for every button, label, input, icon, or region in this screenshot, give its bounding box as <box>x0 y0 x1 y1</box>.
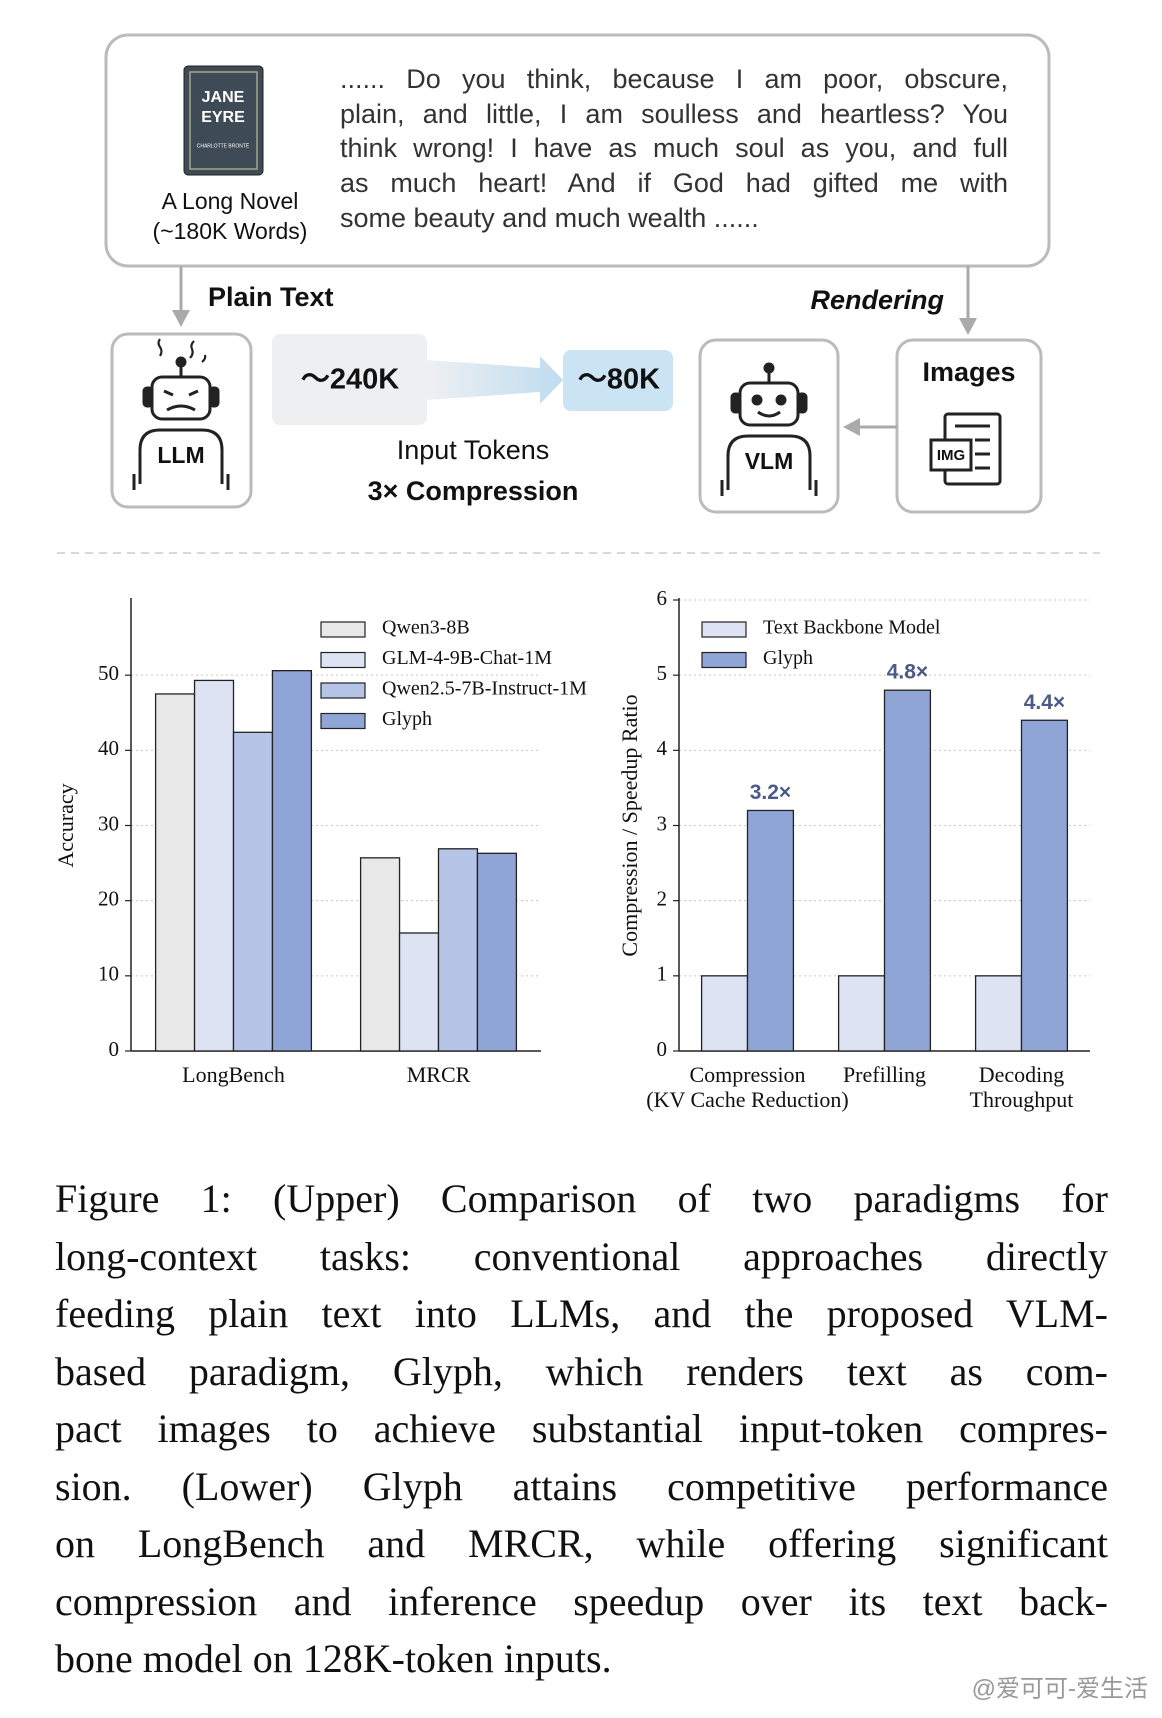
y-tick-label: 10 <box>98 962 119 986</box>
y-tick-label: 1 <box>657 962 668 986</box>
images-label: Images <box>922 357 1015 387</box>
x-tick-label: Decoding <box>979 1062 1065 1087</box>
y-tick-label: 50 <box>98 661 119 685</box>
img-label: IMG <box>937 447 965 464</box>
tokens-in: ～240K <box>301 364 399 396</box>
bar <box>837 975 886 1052</box>
plain-text-label: Plain Text <box>208 282 334 312</box>
bar <box>271 670 313 1052</box>
bar <box>746 809 795 1052</box>
legend-label: GLM-4-9B-Chat-1M <box>382 647 552 669</box>
legend-label: Qwen2.5-7B-Instruct-1M <box>382 678 587 700</box>
novel-label: A Long Novel <box>162 188 299 214</box>
excerpt-line: as much heart! And if God had gifted me … <box>340 168 1008 199</box>
x-tick-label: MRCR <box>407 1062 471 1087</box>
legend-swatch <box>320 621 366 638</box>
legend-label: Text Backbone Model <box>763 617 941 639</box>
caption-line: based paradigm, Glyph, which renders tex… <box>55 1348 1108 1394</box>
legend-swatch <box>320 712 366 730</box>
bar <box>1020 719 1069 1052</box>
caption-line: Figure 1: (Upper) Comparison of two para… <box>55 1176 1108 1221</box>
y-tick-label: 3 <box>657 811 668 835</box>
y-tick-label: 40 <box>98 736 119 760</box>
book-title: JANE <box>202 89 245 106</box>
caption-line: feeding plain text into LLMs, and the pr… <box>55 1291 1108 1336</box>
y-tick-label: 6 <box>657 586 668 610</box>
book-title: EYRE <box>201 109 245 126</box>
x-tick-label: LongBench <box>182 1062 285 1087</box>
bar <box>359 857 401 1052</box>
llm-robot <box>132 338 230 490</box>
value-label: 4.4× <box>1024 691 1065 714</box>
book-frame <box>189 71 258 170</box>
legend-swatch <box>320 651 366 669</box>
legend-label: Qwen3-8B <box>382 617 470 639</box>
tokens-out: ～80K <box>578 364 660 396</box>
caption-line: bone model on 128K-token inputs. <box>55 1636 612 1681</box>
y-tick-label: 0 <box>109 1037 120 1061</box>
vlm-robot <box>720 362 818 496</box>
bar <box>883 689 932 1052</box>
bar <box>700 975 749 1052</box>
y-axis-label: Accuracy <box>53 783 78 867</box>
excerpt-line: plain, and little, I am soulless and hea… <box>340 98 1008 129</box>
legend-swatch <box>320 682 366 699</box>
bar <box>437 848 479 1052</box>
input-tokens-label: Input Tokens <box>397 435 550 465</box>
x-tick-label: Compression <box>689 1062 805 1087</box>
y-tick-label: 2 <box>657 886 668 910</box>
book-cover <box>183 65 264 176</box>
arrow-head <box>843 418 860 436</box>
bar <box>476 852 518 1052</box>
text-box <box>104 33 1051 268</box>
x-tick-label: Prefilling <box>843 1062 926 1087</box>
arrow-head <box>959 318 977 335</box>
caption-line: compression and inference speedup over i… <box>55 1578 1108 1624</box>
caption-line: on LongBench and MRCR, while offering si… <box>55 1521 1108 1566</box>
y-tick-label: 4 <box>657 736 668 760</box>
bar <box>154 693 196 1052</box>
tokens-out-box <box>563 350 673 411</box>
bar <box>232 731 274 1052</box>
legend-label: Glyph <box>763 647 813 669</box>
y-tick-label: 20 <box>98 886 119 910</box>
bar <box>398 932 440 1052</box>
y-tick-label: 30 <box>98 811 119 835</box>
excerpt-line: some beauty and much wealth ...... <box>340 202 759 233</box>
excerpt-line: think wrong! I have as much soul as you,… <box>340 133 1008 164</box>
x-tick-label: (KV Cache Reduction) <box>646 1087 848 1112</box>
y-tick-label: 5 <box>657 661 668 685</box>
llm-label: LLM <box>157 442 204 468</box>
novel-words: (~180K Words) <box>153 218 308 244</box>
bar <box>974 975 1023 1052</box>
excerpt-line: ...... Do you think, because I am poor, … <box>340 64 1008 94</box>
vlm-label: VLM <box>745 448 794 474</box>
caption-line: sion. (Lower) Glyph attains competitive … <box>55 1463 1108 1509</box>
value-label: 3.2× <box>750 781 791 804</box>
rendering-label: Rendering <box>810 285 944 315</box>
legend-label: Glyph <box>382 708 432 730</box>
value-label: 4.8× <box>887 661 928 684</box>
legend-swatch <box>701 651 747 669</box>
arrow-head <box>172 310 190 327</box>
x-tick-label: Throughput <box>970 1087 1074 1112</box>
legend-swatch <box>701 621 747 638</box>
compression-label: 3× Compression <box>368 476 579 506</box>
tokens-in-box <box>272 334 427 425</box>
y-axis-label: Compression / Speedup Ratio <box>617 694 642 956</box>
y-tick-label: 0 <box>657 1037 668 1061</box>
image-icon <box>929 412 1002 486</box>
caption-line: pact images to achieve substantial input… <box>55 1406 1108 1451</box>
compression-arrow <box>427 356 563 404</box>
book-author: CHARLOTTE BRONTË <box>197 142 250 149</box>
bar <box>193 679 235 1052</box>
watermark: @爱可可-爱生活 <box>972 1675 1148 1702</box>
caption-line: long-context tasks: conventional approac… <box>55 1233 1108 1279</box>
